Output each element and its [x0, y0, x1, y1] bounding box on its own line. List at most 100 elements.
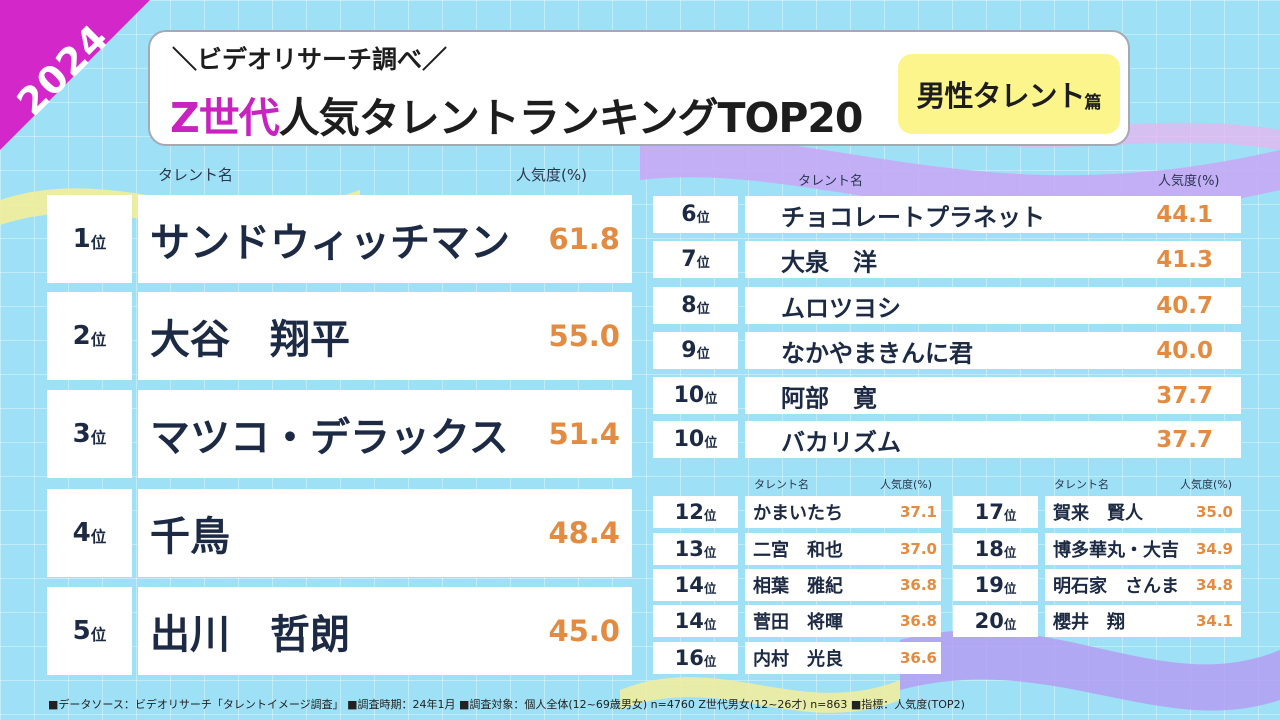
rank-unit: 位	[90, 428, 107, 447]
talent-row: チョコレートプラネット 44.1	[745, 196, 1241, 233]
rank-number: 5	[72, 616, 91, 646]
talent-name: 二宮 和也	[753, 540, 843, 561]
popularity-value: 44.1	[1156, 201, 1213, 228]
title-text: 人気タレントランキングTOP20	[278, 94, 864, 142]
popularity-value: 34.9	[1195, 540, 1233, 558]
rank-number: 10	[673, 383, 705, 408]
rank-unit: 位	[703, 544, 717, 560]
header-popularity-lower-right: 人気度(%)	[1180, 478, 1233, 491]
rank-badge: 10 位	[653, 421, 738, 458]
talent-name: 賀来 賢人	[1053, 503, 1143, 524]
rank-unit: 位	[90, 330, 107, 349]
talent-name: 大泉 洋	[781, 248, 877, 276]
talent-row: 千鳥 48.4	[138, 489, 632, 577]
rank-number: 1	[72, 224, 91, 254]
talent-row: 櫻井 翔 34.1	[1045, 605, 1241, 637]
rank-unit: 位	[1003, 544, 1017, 560]
rank-unit: 位	[1003, 616, 1017, 632]
talent-name: 菅田 将暉	[753, 612, 843, 633]
rank-unit: 位	[704, 392, 718, 408]
rank-unit: 位	[90, 527, 107, 546]
talent-row: 明石家 さんま 34.8	[1045, 569, 1241, 601]
rank-unit: 位	[703, 507, 717, 523]
popularity-value: 37.1	[899, 503, 937, 521]
rank-number: 10	[673, 427, 705, 452]
rank-number: 13	[674, 537, 704, 561]
rank-badge: 17 位	[953, 496, 1038, 528]
popularity-value: 41.3	[1156, 246, 1213, 273]
corner-ribbon	[0, 0, 150, 150]
rank-unit: 位	[1003, 507, 1017, 523]
popularity-value: 48.4	[548, 516, 620, 550]
rank-number: 14	[674, 609, 704, 633]
talent-name: かまいたち	[753, 503, 843, 524]
talent-row: バカリズム 37.7	[745, 421, 1241, 458]
rank-number: 16	[674, 646, 704, 670]
rank-badge: 16 位	[653, 642, 738, 674]
rank-number: 2	[72, 321, 91, 351]
popularity-value: 35.0	[1195, 503, 1233, 521]
header-talent-mid: タレント名	[798, 174, 864, 189]
category-badge: 男性タレント篇	[898, 54, 1120, 134]
talent-row: 相葉 雅紀 36.8	[745, 569, 941, 601]
rank-badge: 19 位	[953, 569, 1038, 601]
talent-name: マツコ・デラックス	[150, 415, 509, 461]
rank-badge: 14 位	[653, 605, 738, 637]
popularity-value: 40.0	[1156, 337, 1213, 364]
header-talent-lower-left: タレント名	[754, 478, 809, 491]
talent-name: 出川 哲朗	[150, 612, 350, 658]
header-talent-top5: タレント名	[158, 166, 234, 184]
talent-name: バカリズム	[781, 428, 901, 456]
rank-number: 4	[72, 518, 91, 548]
talent-name: ムロツヨシ	[781, 294, 901, 322]
rank-unit: 位	[696, 302, 710, 318]
talent-row: 菅田 将暉 36.8	[745, 605, 941, 637]
talent-row: マツコ・デラックス 51.4	[138, 390, 632, 478]
talent-row: 阿部 寛 37.7	[745, 377, 1241, 414]
rank-unit: 位	[703, 616, 717, 632]
popularity-value: 37.0	[899, 540, 937, 558]
talent-row: なかやまきんに君 40.0	[745, 332, 1241, 369]
subtitle: ＼ビデオリサーチ調べ／	[172, 45, 448, 74]
page-title: Z世代人気タレントランキングTOP20	[170, 84, 864, 144]
rank-unit: 位	[704, 436, 718, 452]
rank-number: 6	[681, 202, 697, 227]
rank-unit: 位	[696, 256, 710, 272]
talent-name: 博多華丸・大吉	[1053, 540, 1179, 561]
popularity-value: 34.1	[1195, 612, 1233, 630]
popularity-value: 37.7	[1156, 426, 1213, 453]
talent-row: 大泉 洋 41.3	[745, 241, 1241, 278]
talent-name: 内村 光良	[753, 649, 843, 670]
rank-number: 17	[974, 500, 1004, 524]
talent-name: 明石家 さんま	[1053, 576, 1179, 597]
title-panel: ＼ビデオリサーチ調べ／ Z世代人気タレントランキングTOP20 男性タレント篇	[148, 30, 1130, 146]
rank-unit: 位	[1003, 580, 1017, 596]
rank-badge: 14 位	[653, 569, 738, 601]
talent-name: 阿部 寛	[781, 384, 877, 412]
popularity-value: 34.8	[1195, 576, 1233, 594]
popularity-value: 40.7	[1156, 292, 1213, 319]
popularity-value: 36.8	[899, 612, 937, 630]
badge-label: 男性タレント	[916, 79, 1085, 113]
popularity-value: 36.8	[899, 576, 937, 594]
popularity-value: 55.0	[548, 319, 620, 353]
rank-unit: 位	[696, 211, 710, 227]
talent-name: サンドウィッチマン	[150, 220, 510, 266]
header-popularity-mid: 人気度(%)	[1158, 174, 1220, 189]
talent-name: 千鳥	[150, 514, 230, 560]
popularity-value: 61.8	[548, 222, 620, 256]
talent-row: 賀来 賢人 35.0	[1045, 496, 1241, 528]
talent-row: 出川 哲朗 45.0	[138, 587, 632, 675]
rank-unit: 位	[696, 347, 710, 363]
rank-unit: 位	[90, 233, 107, 252]
talent-row: かまいたち 37.1	[745, 496, 941, 528]
talent-row: ムロツヨシ 40.7	[745, 287, 1241, 324]
rank-number: 14	[674, 573, 704, 597]
rank-unit: 位	[703, 653, 717, 669]
popularity-value: 45.0	[548, 614, 620, 648]
